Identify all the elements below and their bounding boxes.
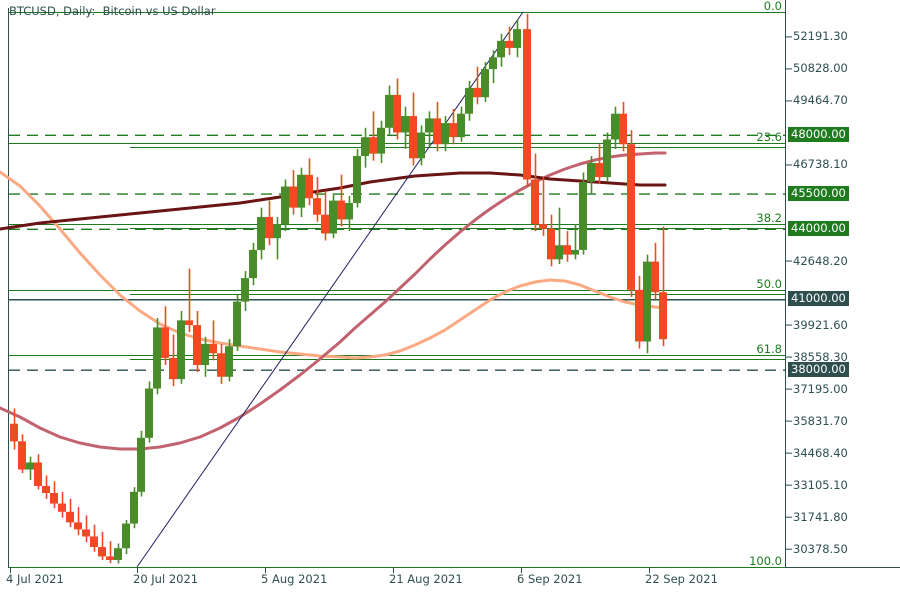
date-tick-label: 21 Aug 2021 <box>389 572 463 586</box>
price-tick-label: 37195.00 <box>793 381 848 396</box>
candlestick-series <box>10 13 667 564</box>
fib-level-label: 50.0 <box>756 277 782 291</box>
date-tick-label: 20 Jul 2021 <box>133 572 199 586</box>
price-tick-label: 34468.40 <box>793 445 848 460</box>
price-tick-label: 46738.10 <box>793 157 848 172</box>
moving-average-lines <box>0 151 667 451</box>
price-tick-label: 33105.10 <box>793 477 848 492</box>
date-tick-label: 22 Sep 2021 <box>645 572 718 586</box>
price-level-tag[interactable]: 48000.00 <box>788 126 849 142</box>
price-tick-label: 30378.50 <box>793 541 848 556</box>
fib-level-label: 0.0 <box>763 0 782 13</box>
price-level-tag[interactable]: 45500.00 <box>788 185 849 201</box>
price-level-tag[interactable]: 44000.00 <box>788 220 849 236</box>
price-level-tag[interactable]: 41000.00 <box>788 291 849 307</box>
price-tick-label: 42648.20 <box>793 253 848 268</box>
trendline-group <box>136 11 524 568</box>
fib-level-label: 38.2 <box>756 211 782 225</box>
fib-level-label: 23.6 <box>756 130 782 144</box>
chart-title: BTCUSD, Daily: Bitcoin vs US Dollar <box>9 4 216 18</box>
date-tick-label: 5 Aug 2021 <box>261 572 328 586</box>
price-level-tag[interactable]: 38000.00 <box>788 361 849 377</box>
price-tick-label: 52191.30 <box>793 29 848 44</box>
x-axis-ticks <box>10 567 650 573</box>
price-tick-label: 31741.80 <box>793 509 848 524</box>
fib-level-lines <box>9 12 785 568</box>
y-axis-ticks <box>786 36 792 550</box>
price-tick-label: 49464.70 <box>793 93 848 108</box>
price-tick-label: 38558.30 <box>793 349 848 364</box>
price-tick-label: 39921.60 <box>793 317 848 332</box>
date-tick-label: 4 Jul 2021 <box>6 572 64 586</box>
price-tick-label: 50828.00 <box>793 61 848 76</box>
plot-background <box>8 8 785 567</box>
fib-level-label: 61.8 <box>756 342 782 356</box>
date-tick-label: 6 Sep 2021 <box>517 572 583 586</box>
fib-level-label: 100.0 <box>749 554 782 568</box>
price-tick-label: 35831.70 <box>793 413 848 428</box>
